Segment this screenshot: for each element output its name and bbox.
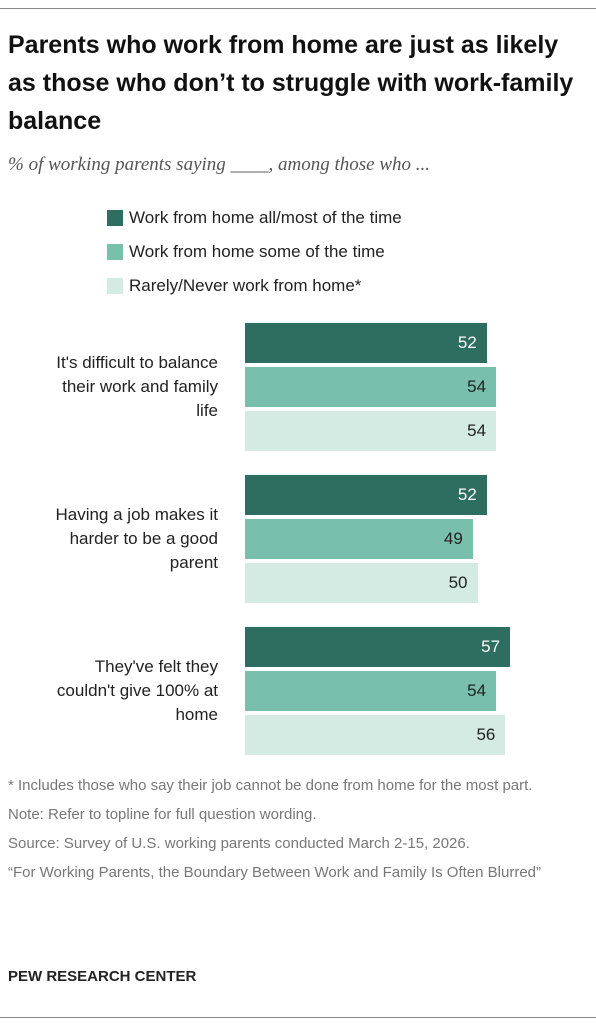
bar (245, 367, 497, 407)
category-label: They've felt they couldn't give 100% at … (56, 657, 218, 724)
legend-swatch (107, 278, 123, 294)
source-org: PEW RESEARCH CENTER (8, 968, 197, 985)
legend-label: Rarely/Never work from home* (129, 276, 362, 295)
chart-title: Parents who work from home are just as l… (8, 31, 574, 135)
value-label: 52 (457, 485, 477, 504)
legend-swatch (107, 244, 123, 260)
chart-subtitle: % of working parents saying ____, among … (8, 154, 431, 175)
bar (245, 323, 487, 363)
bar (245, 411, 497, 451)
value-label: 56 (476, 725, 496, 744)
value-label: 54 (467, 421, 487, 440)
value-label: 54 (467, 681, 487, 700)
legend-label: Work from home all/most of the time (129, 208, 402, 227)
value-label: 49 (443, 529, 463, 548)
value-label: 50 (448, 573, 468, 592)
category-label-box: Having a job makes it harder to be a goo… (40, 475, 218, 603)
notes: * Includes those who say their job canno… (8, 775, 588, 891)
bar (245, 519, 473, 559)
value-label: 54 (467, 377, 487, 396)
legend-entry: Rarely/Never work from home* (107, 276, 361, 296)
note: * Includes those who say their job canno… (8, 777, 533, 794)
note: Source: Survey of U.S. working parents c… (8, 835, 470, 852)
category-label: It's difficult to balance their work and… (56, 353, 218, 420)
bar (245, 475, 487, 515)
category-label-box: It's difficult to balance their work and… (40, 323, 218, 451)
bar (245, 671, 497, 711)
top-rule (0, 8, 596, 9)
value-label: 57 (481, 637, 501, 656)
legend-swatch (107, 210, 123, 226)
legend-entry: Work from home some of the time (107, 242, 385, 262)
note: “For Working Parents, the Boundary Betwe… (8, 864, 541, 881)
bottom-rule (0, 1017, 596, 1018)
legend-entry: Work from home all/most of the time (107, 208, 402, 228)
bar (245, 627, 511, 667)
value-label: 52 (457, 333, 477, 352)
bar (245, 715, 506, 755)
legend-label: Work from home some of the time (129, 242, 385, 261)
bar (245, 563, 478, 603)
note: Note: Refer to topline for full question… (8, 806, 317, 823)
category-label-box: They've felt they couldn't give 100% at … (40, 627, 218, 755)
category-label: Having a job makes it harder to be a goo… (55, 505, 218, 572)
